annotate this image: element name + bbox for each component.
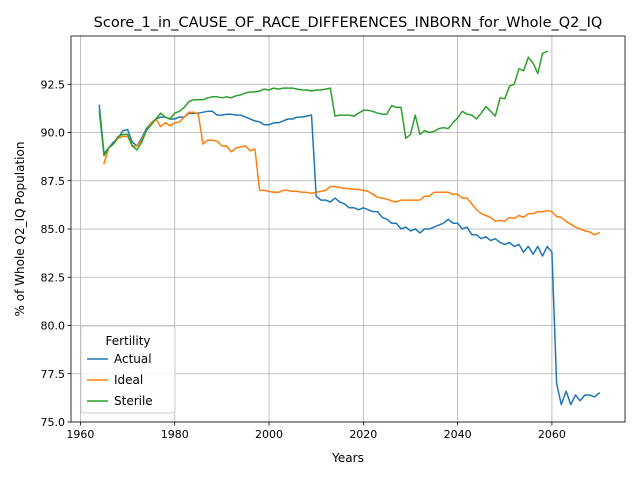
y-tick-label: 90.0: [41, 127, 66, 140]
x-axis-label: Years: [331, 451, 364, 465]
y-tick-label: 80.0: [41, 320, 66, 333]
x-tick-label: 1980: [161, 428, 189, 441]
legend-label-ideal: Ideal: [114, 373, 143, 387]
y-tick-label: 77.5: [41, 368, 66, 381]
x-tick-label: 1960: [66, 428, 94, 441]
legend-box: [80, 325, 176, 414]
y-tick-label: 92.5: [41, 78, 66, 91]
y-axis: 75.0 77.5 80.0 82.5 85.0 87.5 90.0 92.5: [41, 78, 71, 429]
legend-title: Fertility: [105, 334, 150, 348]
y-tick-label: 82.5: [41, 271, 66, 284]
y-tick-label: 87.5: [41, 175, 66, 188]
x-tick-label: 2000: [255, 428, 283, 441]
legend-label-actual: Actual: [114, 352, 152, 366]
x-tick-label: 2020: [349, 428, 377, 441]
plot-area: [98, 50, 601, 406]
x-axis: 1960 1980 2000 2020 2040 2060: [66, 422, 566, 441]
chart-title: Score_1_in_CAUSE_OF_RACE_DIFFERENCES_INB…: [94, 15, 603, 31]
x-tick-label: 2040: [444, 428, 472, 441]
x-tick-label: 2060: [538, 428, 566, 441]
y-axis-label: % of Whole Q2_IQ Population: [13, 142, 27, 317]
series-line-actual: [98, 104, 601, 406]
legend: Fertility Actual Ideal Sterile: [80, 325, 176, 414]
series-line-ideal: [103, 111, 601, 236]
y-tick-label: 75.0: [41, 416, 66, 429]
legend-label-sterile: Sterile: [114, 394, 153, 408]
series-line-sterile: [98, 50, 549, 157]
y-tick-label: 85.0: [41, 223, 66, 236]
